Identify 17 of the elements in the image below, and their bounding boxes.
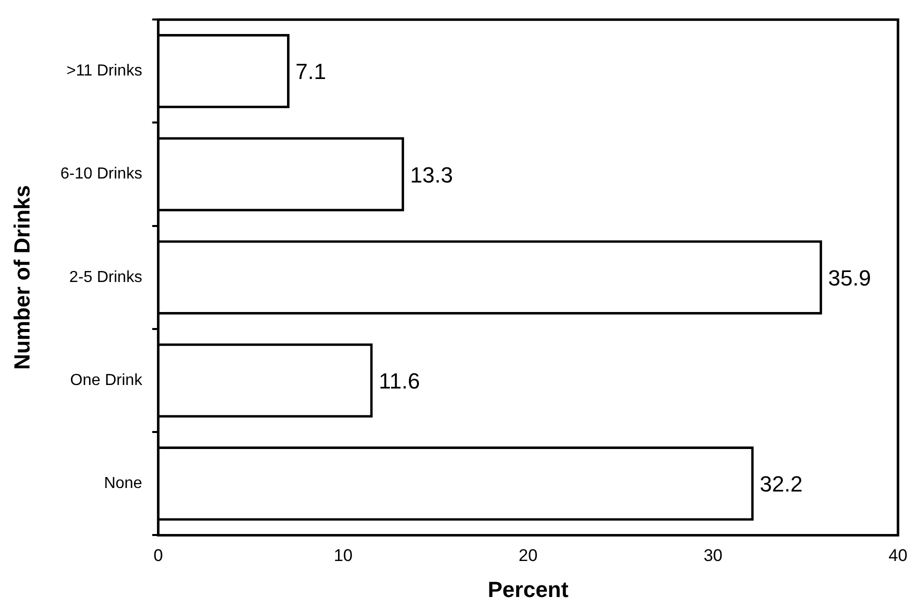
- data-label: 35.9: [828, 265, 871, 290]
- data-label: 11.6: [378, 368, 420, 394]
- x-tick-label: 40: [888, 546, 908, 566]
- data-label: 7.1: [296, 59, 326, 84]
- data-label: 32.2: [760, 472, 803, 497]
- x-tick-label: 30: [704, 546, 723, 566]
- x-tick-label: 10: [334, 546, 353, 566]
- x-tick-label: 20: [518, 546, 538, 566]
- data-label: 13.3: [410, 162, 454, 188]
- x-axis-title: Percent: [488, 576, 570, 602]
- x-tick-label: 0: [153, 546, 163, 566]
- y-axis-title: Number of Drinks: [9, 185, 34, 370]
- y-tick-label: 6-10 Drinks: [60, 166, 142, 183]
- y-tick-label: None: [104, 475, 142, 492]
- y-tick-label: >11 Drinks: [66, 62, 142, 80]
- y-tick-label: 2-5 Drinks: [69, 268, 142, 286]
- y-tick-label: One Drink: [70, 372, 144, 389]
